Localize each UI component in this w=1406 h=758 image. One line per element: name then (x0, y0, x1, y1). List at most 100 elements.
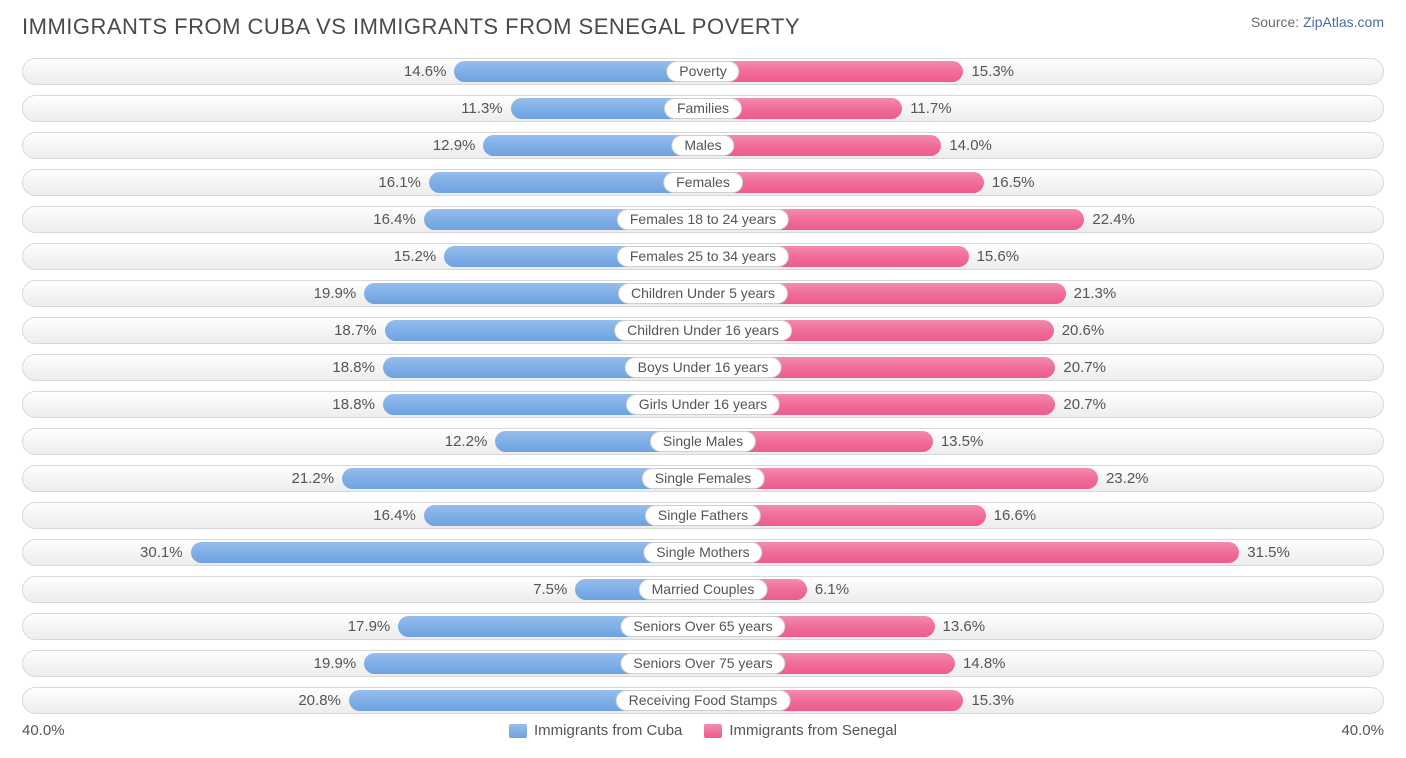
chart-row: 19.9% 21.3% Children Under 5 years (22, 278, 1384, 309)
bar-left (429, 172, 703, 193)
category-label: Girls Under 16 years (626, 394, 780, 415)
axis-max-right: 40.0% (1341, 722, 1384, 739)
value-right: 16.5% (984, 174, 1043, 191)
value-right: 14.0% (941, 137, 1000, 154)
category-label: Married Couples (639, 579, 768, 600)
category-label: Single Fathers (645, 505, 761, 526)
chart-row: 7.5% 6.1% Married Couples (22, 574, 1384, 605)
bar-right (703, 172, 984, 193)
chart-row: 18.7%20.6%Children Under 16 years (22, 315, 1384, 346)
category-label: Families (664, 98, 742, 119)
bar-right (703, 542, 1239, 563)
value-right: 14.8% (955, 655, 1014, 672)
chart-row: 18.8% 20.7% Girls Under 16 years (22, 389, 1384, 420)
value-left: 7.5% (525, 581, 575, 598)
value-left: 18.8% (324, 396, 383, 413)
bar-right (703, 135, 941, 156)
chart-title: IMMIGRANTS FROM CUBA VS IMMIGRANTS FROM … (22, 14, 800, 40)
bar-wrap-left: 30.1% (132, 542, 703, 563)
category-label: Males (671, 135, 734, 156)
chart-row: 17.9%13.6%Seniors Over 65 years (22, 611, 1384, 642)
value-left: 21.2% (284, 470, 343, 487)
chart-row: 12.9% 14.0% Males (22, 130, 1384, 161)
legend-label-right: Immigrants from Senegal (729, 722, 897, 739)
value-left: 16.4% (365, 211, 424, 228)
diverging-bar-chart: 14.6%15.3%Poverty11.3%11.7%Families12.9%… (22, 56, 1384, 716)
legend: Immigrants from Cuba Immigrants from Sen… (509, 722, 897, 739)
value-right: 20.7% (1055, 359, 1114, 376)
chart-row: 14.6% 15.3% Poverty (22, 56, 1384, 87)
source-label: Source: (1251, 14, 1299, 30)
value-left: 11.3% (453, 100, 510, 117)
value-right: 23.2% (1098, 470, 1157, 487)
value-left: 20.8% (290, 692, 349, 709)
source-link[interactable]: ZipAtlas.com (1303, 14, 1384, 30)
bar-wrap-left: 12.9% (425, 135, 703, 156)
value-right: 13.5% (933, 433, 992, 450)
bar-wrap-right: 14.0% (703, 135, 1000, 156)
legend-swatch-blue (509, 724, 527, 738)
value-left: 18.8% (324, 359, 383, 376)
value-left: 16.4% (365, 507, 424, 524)
value-left: 30.1% (132, 544, 191, 561)
category-label: Receiving Food Stamps (616, 690, 791, 711)
value-right: 20.6% (1054, 322, 1113, 339)
category-label: Single Males (650, 431, 756, 452)
legend-item-left: Immigrants from Cuba (509, 722, 682, 739)
value-left: 14.6% (396, 63, 455, 80)
value-left: 19.9% (306, 285, 365, 302)
chart-row: 20.8% 15.3% Receiving Food Stamps (22, 685, 1384, 716)
chart-row: 16.4% 16.6% Single Fathers (22, 500, 1384, 531)
bar-wrap-left: 14.6% (396, 61, 703, 82)
value-left: 15.2% (386, 248, 445, 265)
value-right: 15.3% (963, 63, 1022, 80)
source-attribution: Source: ZipAtlas.com (1251, 14, 1384, 30)
value-right: 16.6% (986, 507, 1045, 524)
axis-max-left: 40.0% (22, 722, 65, 739)
chart-row: 18.8% 20.7% Boys Under 16 years (22, 352, 1384, 383)
chart-row: 16.4% 22.4% Females 18 to 24 years (22, 204, 1384, 235)
category-label: Females (663, 172, 743, 193)
bar-wrap-right: 15.3% (703, 61, 1022, 82)
value-right: 31.5% (1239, 544, 1298, 561)
category-label: Seniors Over 65 years (620, 616, 785, 637)
bar-left (483, 135, 703, 156)
chart-row: 15.2% 15.6% Females 25 to 34 years (22, 241, 1384, 272)
category-label: Females 25 to 34 years (617, 246, 789, 267)
value-left: 19.9% (306, 655, 365, 672)
value-left: 12.9% (425, 137, 484, 154)
category-label: Seniors Over 75 years (620, 653, 785, 674)
category-label: Boys Under 16 years (625, 357, 782, 378)
value-right: 15.6% (969, 248, 1028, 265)
legend-item-right: Immigrants from Senegal (704, 722, 897, 739)
category-label: Single Females (642, 468, 765, 489)
category-label: Poverty (666, 61, 739, 82)
bar-wrap-left: 21.2% (284, 468, 703, 489)
bar-wrap-right: 23.2% (703, 468, 1157, 489)
value-right: 6.1% (807, 581, 857, 598)
bar-wrap-left: 16.1% (370, 172, 703, 193)
legend-label-left: Immigrants from Cuba (534, 722, 682, 739)
value-left: 16.1% (370, 174, 429, 191)
value-right: 20.7% (1055, 396, 1114, 413)
bar-wrap-right: 31.5% (703, 542, 1298, 563)
chart-row: 12.2% 13.5% Single Males (22, 426, 1384, 457)
chart-footer: 40.0% Immigrants from Cuba Immigrants fr… (22, 722, 1384, 739)
category-label: Single Mothers (643, 542, 762, 563)
header: IMMIGRANTS FROM CUBA VS IMMIGRANTS FROM … (22, 14, 1384, 40)
category-label: Children Under 5 years (618, 283, 788, 304)
category-label: Children Under 16 years (614, 320, 792, 341)
chart-row: 19.9% 14.8% Seniors Over 75 years (22, 648, 1384, 679)
bar-left (191, 542, 703, 563)
bar-wrap-right: 16.5% (703, 172, 1042, 193)
chart-row: 30.1% 31.5% Single Mothers (22, 537, 1384, 568)
value-right: 15.3% (963, 692, 1022, 709)
chart-row: 21.2% 23.2% Single Females (22, 463, 1384, 494)
value-right: 21.3% (1066, 285, 1125, 302)
category-label: Females 18 to 24 years (617, 209, 789, 230)
value-left: 12.2% (437, 433, 496, 450)
value-right: 22.4% (1084, 211, 1143, 228)
chart-row: 16.1% 16.5% Females (22, 167, 1384, 198)
value-left: 17.9% (340, 618, 399, 635)
legend-swatch-pink (704, 724, 722, 738)
